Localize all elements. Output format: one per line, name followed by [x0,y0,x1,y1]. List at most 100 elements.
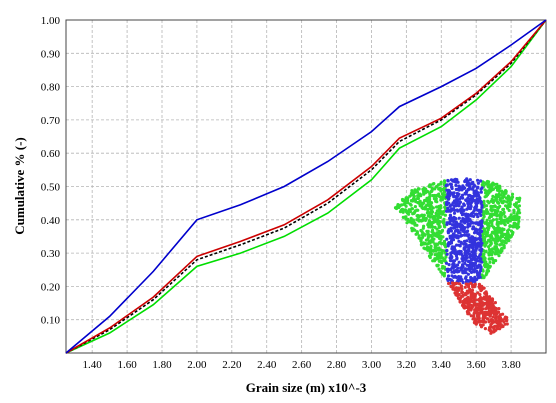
particle [451,264,455,268]
particle [495,220,499,224]
particle [486,211,490,215]
particle [475,194,479,198]
particle [509,213,513,217]
particle [500,246,504,250]
particle [479,179,483,183]
particle [457,260,461,264]
particle [444,245,448,249]
particle [468,178,472,182]
particle [471,221,475,225]
particle [410,218,414,222]
particle [475,320,479,324]
particle [428,248,432,253]
particle [514,216,518,220]
particle [469,275,473,280]
particle [456,266,460,270]
particle [396,203,400,207]
particle [437,229,441,233]
particle [501,232,505,236]
particle [443,213,447,217]
particle [482,202,486,206]
x-tick-label: 2.00 [187,359,207,371]
particle [490,222,494,226]
particle [394,206,399,211]
particle [496,310,501,314]
particle [500,218,504,222]
particle [450,281,455,285]
particle [437,212,441,216]
particle [469,314,473,318]
particle [498,227,503,231]
particle [507,202,511,206]
particle [515,212,519,216]
particle [454,287,458,291]
particle [473,192,477,196]
particle [469,296,473,300]
particle [416,215,420,219]
particle [438,259,443,263]
particle [459,219,463,223]
particle [491,247,495,251]
particle [431,225,435,229]
particle [487,191,491,195]
particle [426,222,430,226]
particle [401,210,405,214]
particle [466,295,470,299]
particle [457,216,461,220]
particle [477,297,481,301]
particle [475,307,479,311]
particle [500,200,504,205]
particle [509,198,514,202]
particle [466,187,470,192]
x-tick-label: 2.40 [257,359,277,371]
y-tick-label: 0.90 [41,48,61,60]
x-axis-title: Grain size (m) x10^-3 [246,380,367,395]
particle [494,259,498,263]
particle [460,291,464,295]
particle [423,191,428,195]
particle [452,211,457,215]
particle [481,274,485,278]
particle [463,178,468,182]
particle [440,192,445,196]
particle [455,293,459,298]
particle [482,214,486,219]
particle [453,208,457,212]
particle [459,286,463,290]
particle [445,249,449,253]
particle [455,290,459,294]
particle [439,206,443,210]
particle [487,313,491,317]
particle [451,223,455,227]
particle [441,235,445,239]
particle [421,226,425,230]
particle [438,220,442,224]
particle [468,201,472,205]
particle [433,187,437,191]
particle [454,224,458,228]
particle [445,221,449,225]
particle [511,215,515,219]
particle [458,200,462,204]
particle [485,302,489,306]
particle [476,291,480,295]
y-tick-label: 0.40 [41,215,61,227]
x-tick-label: 3.40 [432,359,452,371]
particle [486,184,490,188]
particle [473,199,477,203]
inset-red-region [447,281,509,335]
particle [439,180,443,184]
particle [491,208,496,212]
particle [505,319,509,323]
particle [451,238,456,242]
particle [473,267,477,271]
particle [448,213,452,217]
particle [494,211,498,215]
particle [468,236,472,240]
particle [467,224,471,228]
y-tick-label: 0.30 [41,248,61,260]
particle [458,185,462,189]
particle [481,312,485,316]
particle [494,236,498,240]
